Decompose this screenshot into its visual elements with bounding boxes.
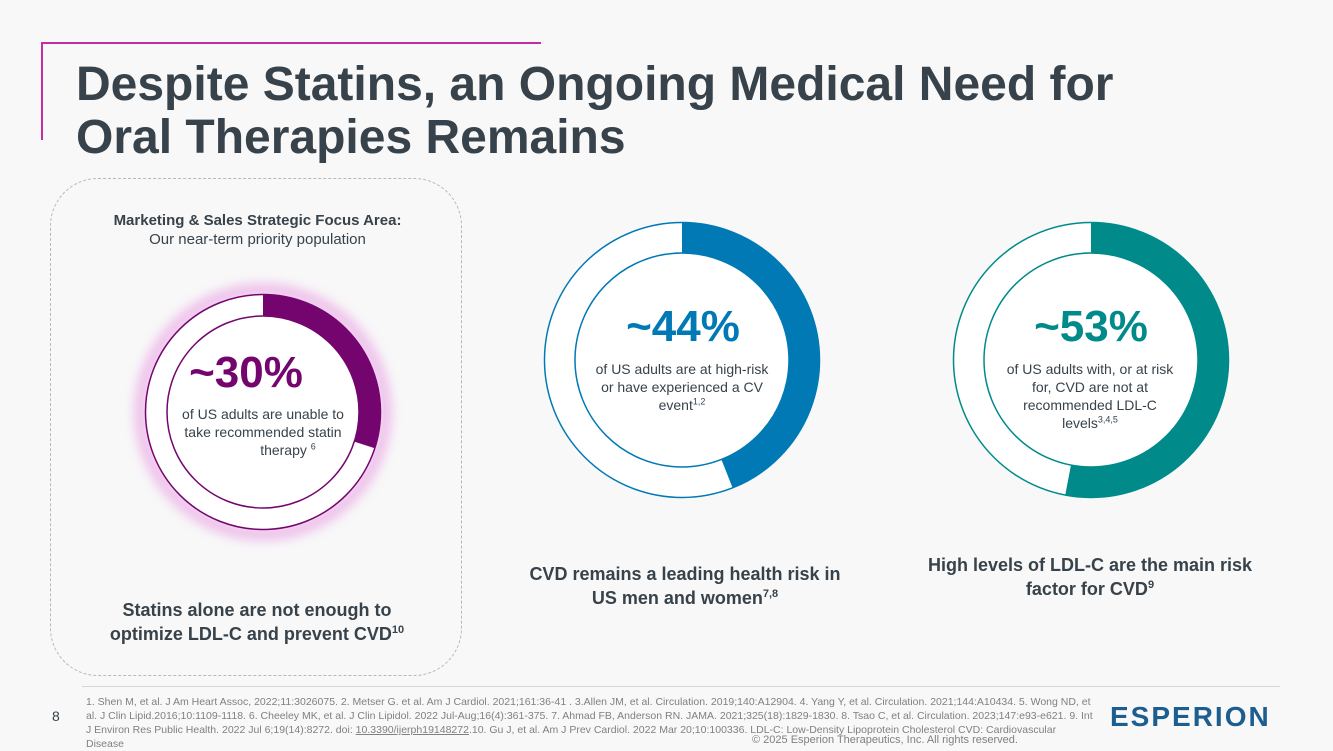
stat-value: ~53% [1034,302,1148,351]
donut-chart-high-risk [543,221,821,499]
caption-line: CVD remains a leading health risk in [529,564,841,584]
stat-desc-line: event [658,397,693,413]
stat-caption: Statins alone are not enough to optimize… [62,598,452,646]
stat-caption: CVD remains a leading health risk in US … [485,562,885,610]
caption-line: High levels of LDL-C are the main risk [927,555,1253,575]
focus-area-box [50,178,462,676]
accent-line-horizontal [41,42,541,44]
caption-superscript: 10 [391,624,405,636]
donut-chart-ldl-not-at-goal [952,221,1230,499]
esperion-logo: ESPERION [1110,701,1271,732]
donut-segment [682,222,820,488]
focus-area-subheading: Our near-term priority population [149,231,366,248]
title-line-2: Oral Therapies Remains [76,111,626,164]
donut-chart-statin-intolerance [136,285,390,539]
caption-line: optimize LDL-C and prevent CVD [109,624,392,644]
stat-superscript: 6 [310,441,316,452]
stat-description: of US adults with, or at risk for, CVD a… [990,360,1190,432]
donut-glow [136,285,390,539]
stat-superscript: 1,2 [692,396,706,407]
caption-superscript: 7,8 [762,588,779,600]
references: 1. Shen M, et al. J Am Heart Assoc, 2022… [86,695,1096,751]
caption-line: US men and women [591,588,763,608]
stat-superscript: 3,4,5 [1097,414,1118,425]
footer-divider [82,686,1280,687]
references-text: 1. Shen M, et al. J Am Heart Assoc, 2022… [86,696,1093,736]
stat-value: ~44% [626,302,740,351]
stat-desc-line: take recommended statin [184,424,342,440]
stat-caption: High levels of LDL-C are the main risk f… [890,553,1290,601]
stat-desc-line: of US adults are at high-risk [595,361,769,377]
page-number: 8 [52,708,60,724]
stat-desc-line: of US adults are unable to [182,406,344,422]
stat-description: of US adults are unable to take recommen… [163,405,363,459]
donut-segment [263,294,381,449]
donut-segment [1065,222,1229,498]
focus-area-title: Marketing & Sales Strategic Focus Area: … [60,211,455,249]
doi-link[interactable]: 10.3390/ijerph19148272 [355,724,469,736]
stat-desc-line: recommended LDL-C [1023,397,1157,413]
copyright: © 2025 Esperion Therapeutics, Inc. All r… [752,734,1018,746]
caption-superscript: 9 [1147,579,1155,591]
accent-line-vertical [41,42,43,140]
caption-line: Statins alone are not enough to [122,600,392,620]
caption-line: factor for CVD [1025,579,1148,599]
focus-area-heading: Marketing & Sales Strategic Focus Area: [113,212,402,229]
stat-desc-line: for, CVD are not at [1032,379,1148,395]
stat-desc-line: levels [1062,415,1098,431]
title-line-1: Despite Statins, an Ongoing Medical Need… [76,58,1114,111]
stat-desc-line: therapy [260,442,307,458]
stat-desc-line: of US adults with, or at risk [1006,361,1174,377]
stat-desc-line: or have experienced a CV [601,379,763,395]
stat-description: of US adults are at high-risk or have ex… [582,360,782,414]
page-title: Despite Statins, an Ongoing Medical Need… [76,58,1256,164]
references-text: .10. Gu J, et al. Am J Prev Cardiol. 202… [86,724,1057,750]
stat-value: ~30% [189,348,303,397]
